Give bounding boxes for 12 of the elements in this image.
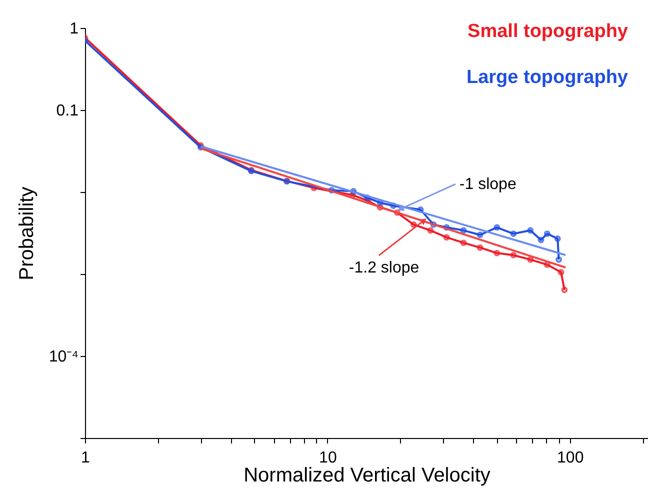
text: Large topography [466,67,628,88]
text: Small topography [468,21,628,42]
annotation: -1.2 slope [348,259,420,276]
x-tick-label: 1 [81,450,90,466]
annotation: -1 slope [459,176,516,194]
y-tick-label: 1 [70,20,79,38]
x-tick-label: 100 [557,450,584,466]
x-axis-title: Normalized Vertical Velocity [244,464,490,486]
y-tick-label: 10⁻⁴ [48,348,79,366]
x-tick-label: 10 [319,450,337,466]
y-tick-label: 0.1 [56,102,79,120]
y-axis-title: Probability [16,186,38,280]
